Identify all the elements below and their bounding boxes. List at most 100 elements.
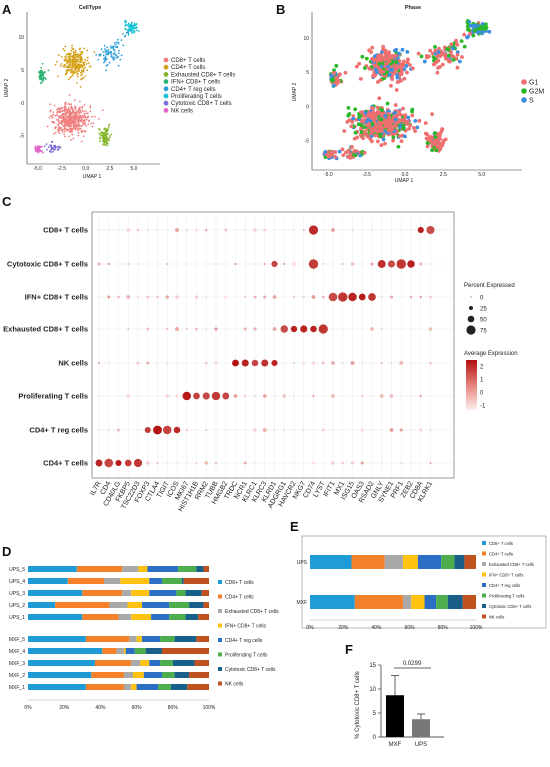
- bar-segment: [123, 648, 126, 654]
- c-dot: [399, 361, 404, 365]
- bar-segment: [411, 595, 425, 609]
- b-point: [366, 118, 371, 122]
- b-point: [449, 42, 454, 47]
- c-dot: [98, 296, 100, 298]
- a-point: [83, 120, 86, 123]
- c-row-label: CD8+ T cells: [43, 226, 88, 235]
- a-point: [71, 66, 74, 68]
- a-point: [131, 27, 133, 30]
- c-dot: [211, 391, 221, 401]
- a-point: [75, 58, 77, 61]
- a-point: [100, 134, 103, 136]
- a-point: [66, 108, 68, 111]
- c-dot: [253, 228, 257, 232]
- a-point: [103, 61, 105, 64]
- category-label: UPS_4: [9, 579, 25, 585]
- b-point: [354, 149, 359, 153]
- bar-segment: [187, 684, 209, 690]
- a-point: [67, 78, 70, 81]
- c-dot: [156, 295, 159, 299]
- a-point: [60, 129, 63, 132]
- c-dot: [280, 325, 288, 333]
- c-dot: [331, 461, 335, 465]
- a-point: [117, 64, 120, 67]
- b-point: [332, 68, 336, 72]
- c-dot: [166, 263, 169, 265]
- b-point: [441, 140, 446, 145]
- x-tick-label: 80%: [438, 625, 449, 631]
- c-dot: [234, 262, 237, 266]
- b-point: [419, 54, 424, 59]
- c-dot: [244, 296, 247, 298]
- b-point: [387, 72, 392, 77]
- a-point: [78, 106, 81, 109]
- a-point: [101, 109, 104, 112]
- a-point: [110, 55, 113, 58]
- a-point: [49, 144, 52, 147]
- b-point: [462, 44, 467, 49]
- b-point: [355, 135, 360, 140]
- a-point: [84, 75, 87, 78]
- a-point: [74, 49, 77, 52]
- b-point: [405, 60, 410, 65]
- a-point: [65, 123, 68, 126]
- a-point: [63, 125, 66, 128]
- a-point: [66, 118, 68, 121]
- a-point: [111, 46, 114, 49]
- c-dot: [205, 263, 207, 265]
- b-point: [372, 58, 376, 63]
- legend-swatch: [218, 667, 222, 671]
- a-point: [85, 118, 88, 121]
- c-dot: [262, 427, 267, 433]
- bar-segment: [203, 602, 209, 608]
- a-point: [48, 116, 51, 119]
- panel-label-e: E: [290, 519, 299, 534]
- b-point: [436, 65, 440, 70]
- a-point: [78, 125, 81, 128]
- a-point: [63, 64, 66, 67]
- a-point: [83, 104, 86, 106]
- bar-segment: [85, 684, 124, 690]
- bar-segment: [198, 614, 209, 620]
- b-point: [385, 61, 389, 66]
- c-dot: [293, 362, 295, 364]
- c-legend-colorbar: [466, 360, 477, 410]
- b-point: [389, 83, 393, 88]
- a-point: [74, 51, 77, 54]
- b-point: [388, 128, 393, 132]
- x-tick-label: 100%: [470, 625, 483, 631]
- a-point: [103, 134, 106, 137]
- c-dot: [185, 328, 188, 330]
- panel-c-legend: Percent Expressed Average Expression 025…: [464, 283, 518, 410]
- legend-swatch: [218, 623, 222, 628]
- a-point: [76, 72, 79, 75]
- a-point: [71, 74, 74, 77]
- panel-f-axis: 0 5 10 15: [369, 663, 444, 741]
- b-point: [417, 118, 422, 123]
- b-point: [425, 144, 430, 149]
- a-point: [106, 144, 108, 147]
- panel-b-points: [322, 19, 492, 161]
- a-point: [49, 150, 52, 152]
- a-point: [93, 51, 96, 53]
- bar-segment: [176, 590, 186, 596]
- c-dot: [312, 461, 315, 465]
- bar-segment: [102, 648, 117, 654]
- category-label: UPS: [297, 560, 308, 566]
- b-legend-label: G1: [529, 80, 538, 87]
- a-point: [93, 115, 96, 118]
- c-dot: [261, 359, 269, 367]
- b-point: [341, 153, 346, 157]
- a-point: [41, 151, 44, 154]
- a-point: [130, 30, 133, 33]
- c-dot: [204, 361, 208, 365]
- c-dot: [400, 229, 403, 231]
- a-point: [54, 63, 57, 66]
- b-point: [430, 112, 434, 117]
- c-dot: [322, 462, 324, 464]
- b-point: [427, 54, 431, 59]
- bar-segment: [436, 595, 448, 609]
- a-point: [51, 116, 54, 119]
- a-point: [79, 47, 82, 50]
